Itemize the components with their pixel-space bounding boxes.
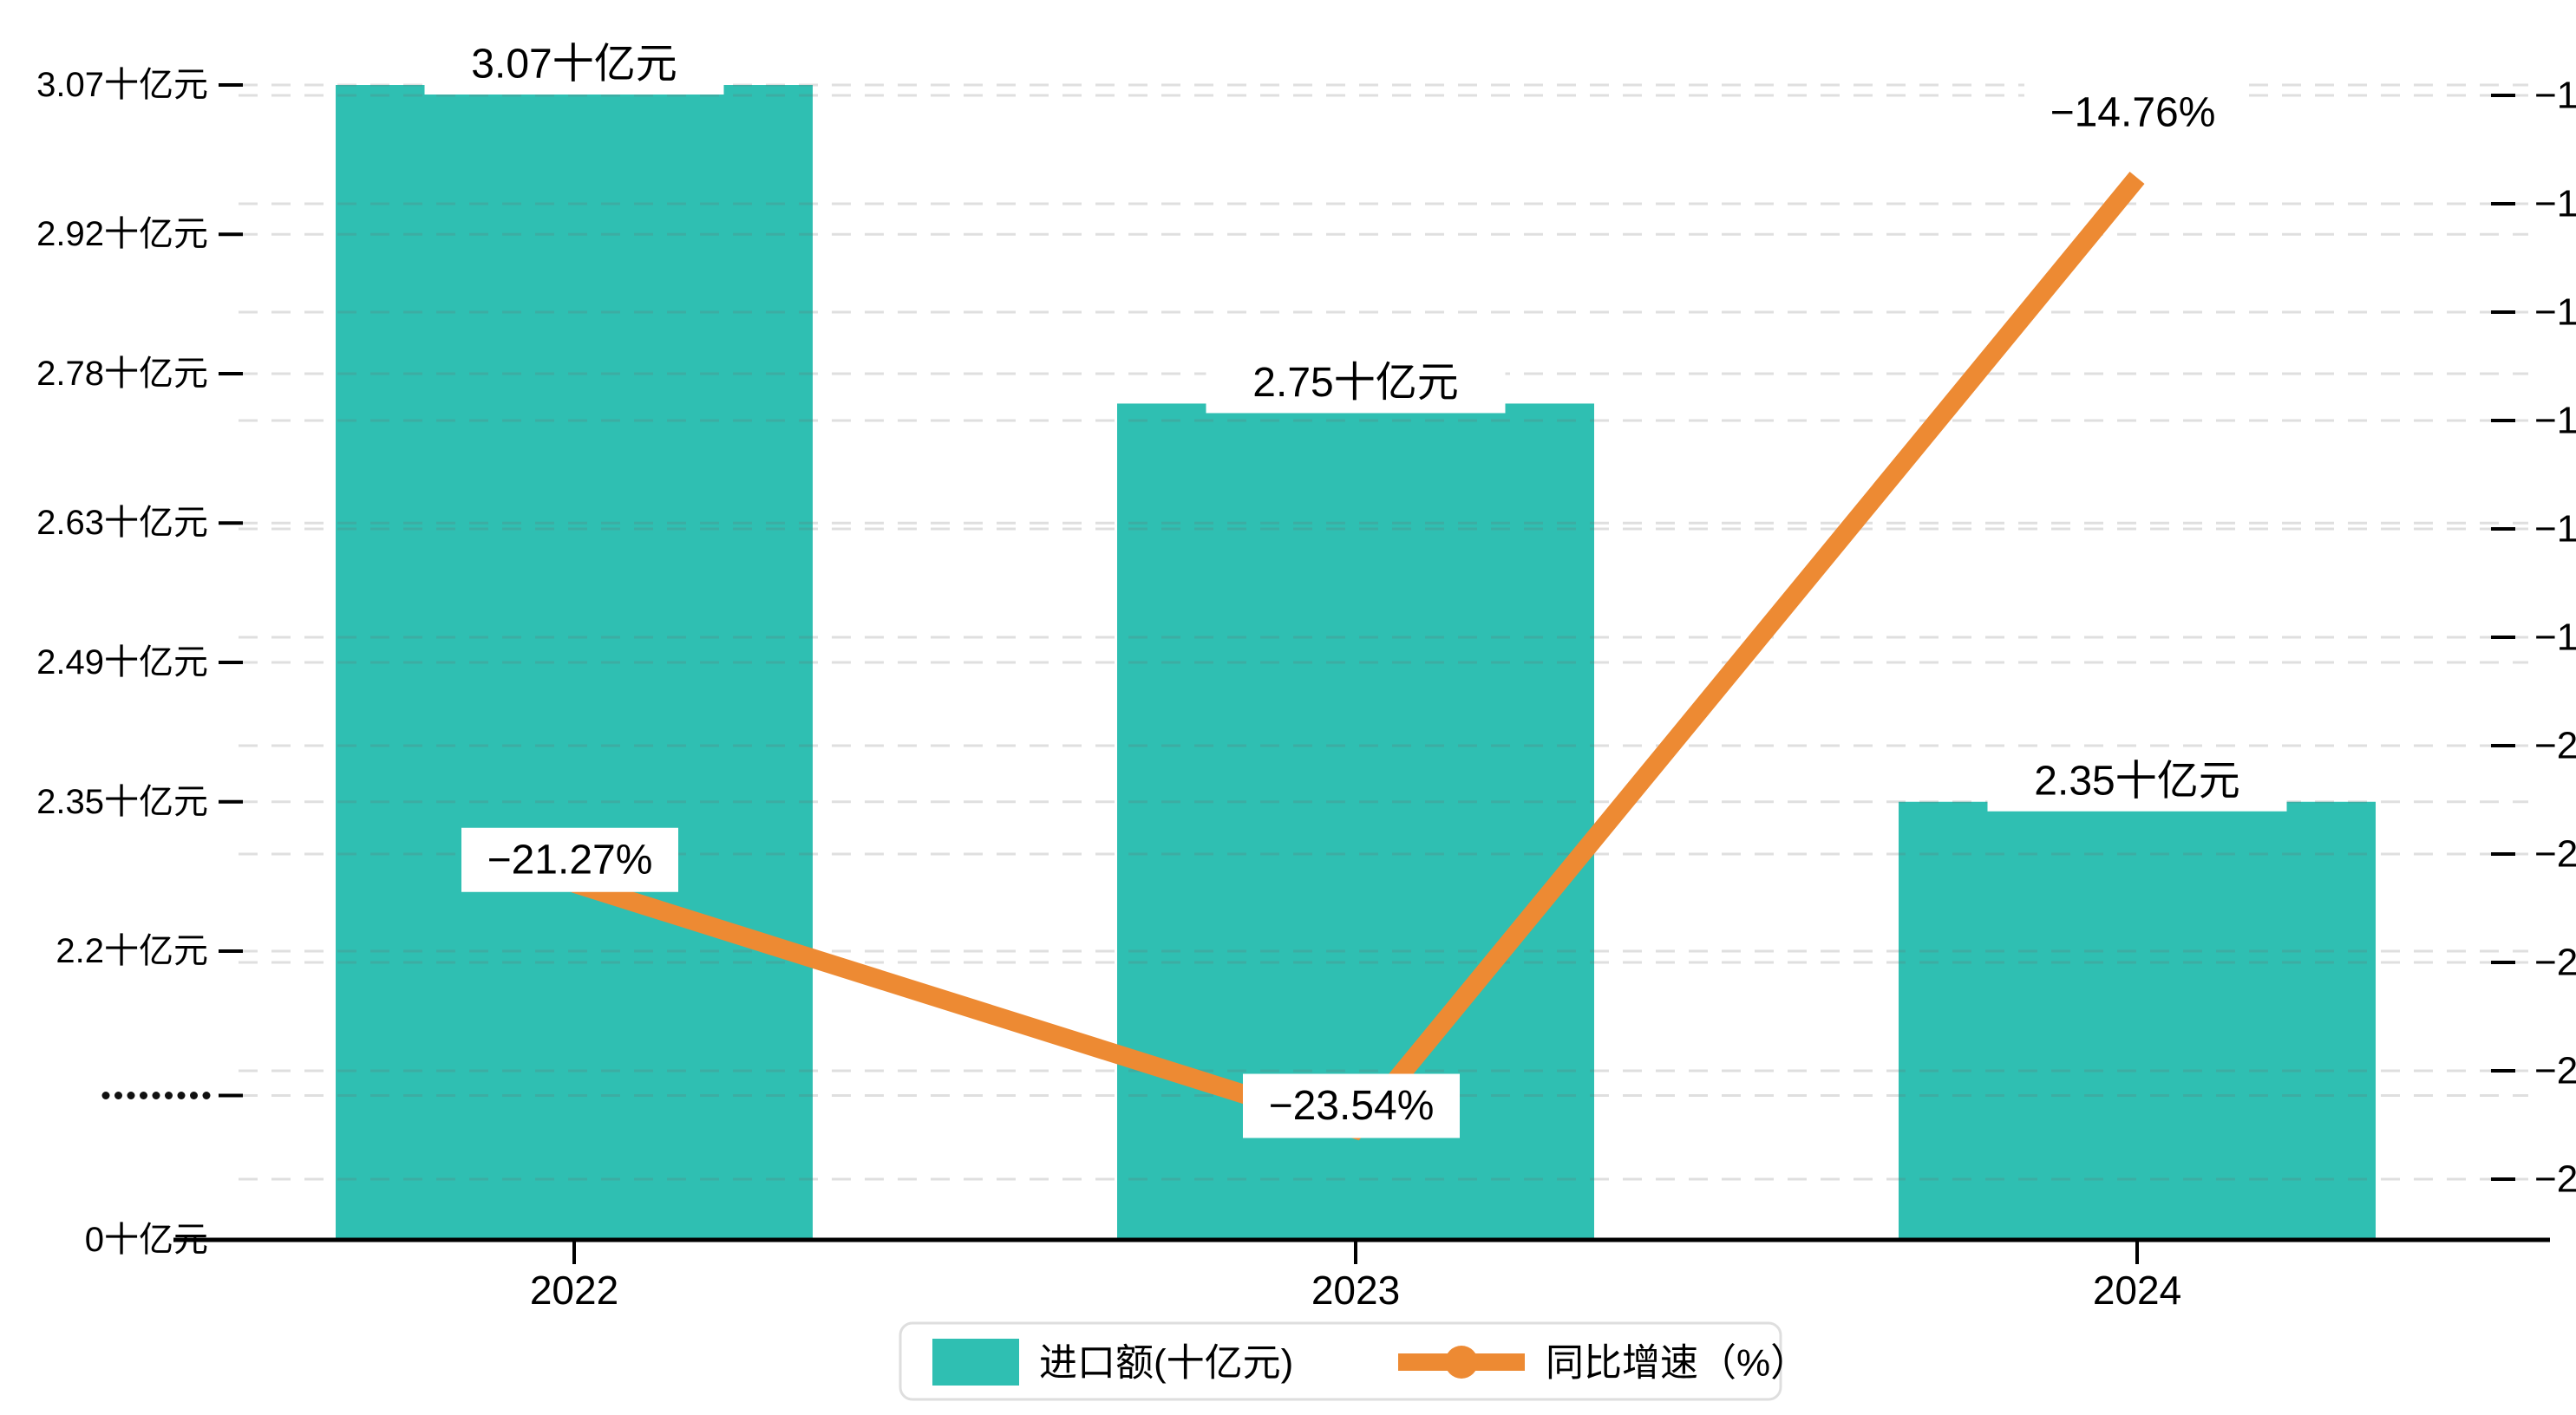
bar-value-label-2022-box (424, 34, 724, 95)
left-axis-label: 2.49十亿元 (36, 643, 208, 681)
axis-break-dot (165, 1092, 173, 1099)
right-axis-label: −18 (2534, 508, 2576, 551)
bar-value-label-2023: 2.75十亿元 (1252, 360, 1458, 406)
growth-value-label-2022-box (461, 827, 678, 892)
growth-value-label-2024: −14.76% (2050, 90, 2216, 136)
bar-value-label-2023-box (1206, 352, 1506, 414)
legend-label-import: 进口额(十亿元) (1039, 1342, 1293, 1385)
growth-value-label-2022: −21.27% (487, 837, 653, 883)
left-axis-label: 2.35十亿元 (36, 783, 208, 821)
x-axis-label-2023: 2023 (1311, 1268, 1400, 1313)
bar-value-label-2024-box (1987, 750, 2287, 812)
right-axis-label: −22 (2534, 942, 2576, 984)
left-axis-label: 3.07十亿元 (36, 66, 208, 104)
right-axis-label: −17 (2534, 400, 2576, 442)
bar-2024 (1899, 801, 2376, 1240)
axis-break-dot (101, 1092, 110, 1099)
left-axis-label: 2.78十亿元 (36, 355, 208, 393)
axis-break-dot (190, 1092, 198, 1099)
axis-break-dot (177, 1092, 186, 1099)
bar-value-label-2024: 2.35十亿元 (2034, 758, 2239, 804)
right-axis-label: −14 (2534, 75, 2576, 117)
left-axis-label: 2.92十亿元 (36, 215, 208, 253)
legend-box (899, 1321, 1782, 1401)
growth-value-label-2024-box (2024, 81, 2241, 145)
right-axis-label: −19 (2534, 616, 2576, 659)
left-axis-label: 0十亿元 (85, 1221, 208, 1259)
right-axis-label: −21 (2534, 833, 2576, 876)
axis-break-dot (114, 1092, 122, 1099)
growth-value-label-2023: −23.54% (1269, 1083, 1435, 1129)
axis-break-dot (140, 1092, 147, 1099)
left-axis-label: 2.2十亿元 (56, 932, 208, 970)
right-axis-label: −16 (2534, 291, 2576, 334)
axis-break-dot (127, 1092, 135, 1099)
legend-bar-swatch (932, 1339, 1019, 1386)
bar-value-label-2022: 3.07十亿元 (471, 42, 677, 88)
legend-line-dot (1445, 1346, 1478, 1379)
axis-break-dot (202, 1092, 211, 1099)
left-axis-label: 2.63十亿元 (36, 504, 208, 542)
x-axis-label-2022: 2022 (530, 1268, 618, 1313)
right-axis-label: −20 (2534, 725, 2576, 767)
right-axis-label: −15 (2534, 183, 2576, 225)
bar-2022 (336, 85, 813, 1240)
right-axis-label: −24 (2534, 1158, 2576, 1201)
axis-break-dot (152, 1092, 160, 1099)
legend: 进口额(十亿元) 同比增速（%） (899, 1321, 1808, 1401)
right-axis-label: −23 (2534, 1050, 2576, 1092)
growth-value-label-2023-box (1243, 1073, 1460, 1138)
legend-label-growth: 同比增速（%） (1546, 1342, 1808, 1385)
x-axis-label-2024: 2024 (2093, 1268, 2181, 1313)
